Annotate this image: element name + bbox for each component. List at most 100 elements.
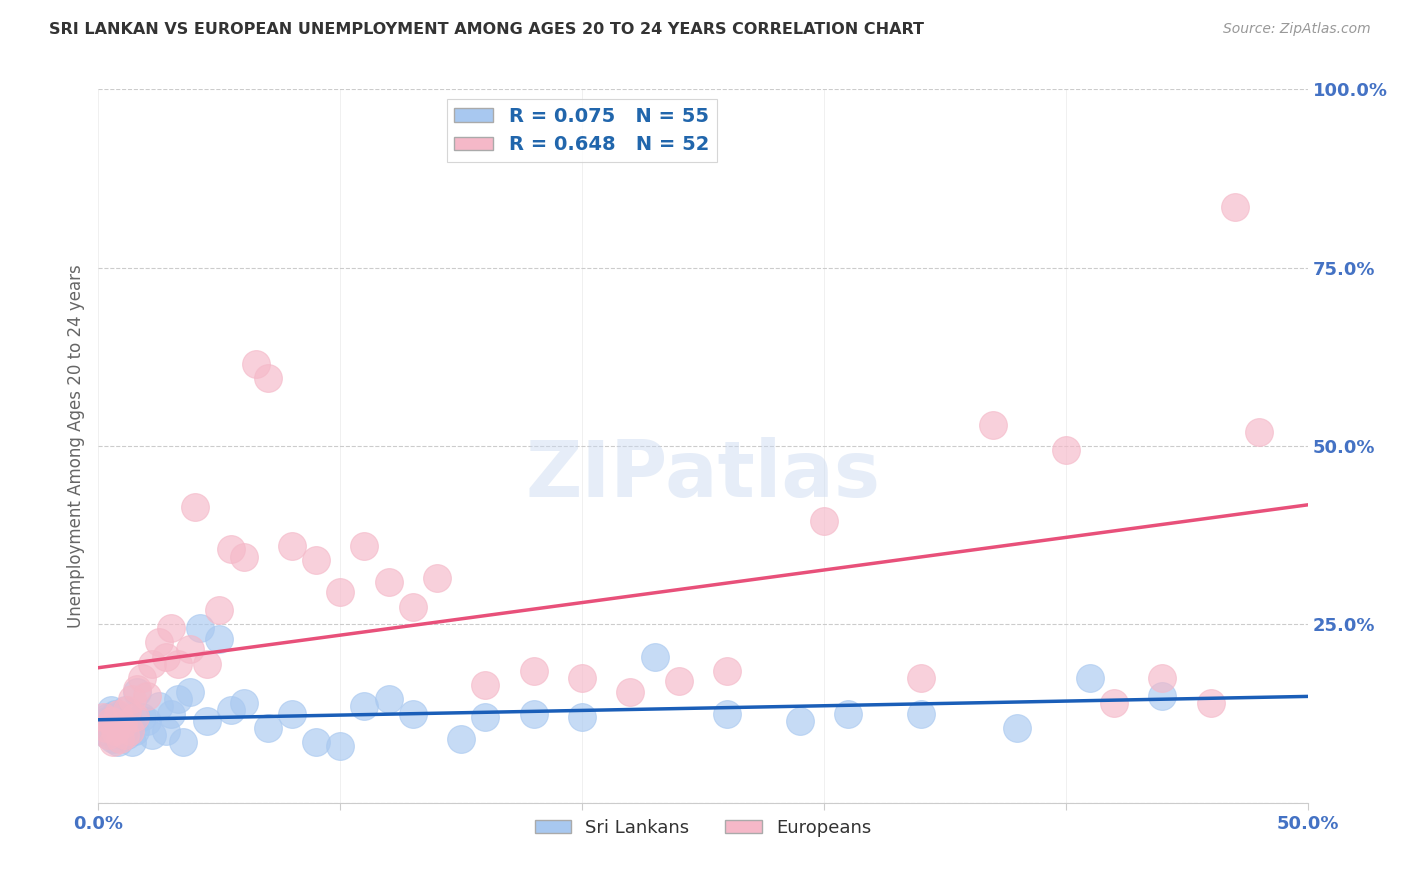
Point	[910, 671, 932, 685]
Point	[167, 657, 190, 671]
Point	[188, 621, 211, 635]
Point	[111, 724, 134, 739]
Point	[353, 539, 375, 553]
Point	[104, 706, 127, 721]
Point	[135, 689, 157, 703]
Point	[910, 706, 932, 721]
Point	[160, 706, 183, 721]
Point	[1054, 442, 1077, 457]
Point	[353, 699, 375, 714]
Point	[100, 714, 122, 728]
Point	[118, 717, 141, 731]
Point	[281, 539, 304, 553]
Point	[1152, 689, 1174, 703]
Point	[716, 706, 738, 721]
Point	[101, 731, 124, 746]
Point	[716, 664, 738, 678]
Point	[91, 724, 114, 739]
Y-axis label: Unemployment Among Ages 20 to 24 years: Unemployment Among Ages 20 to 24 years	[66, 264, 84, 628]
Point	[1152, 671, 1174, 685]
Point	[131, 710, 153, 724]
Point	[167, 692, 190, 706]
Point	[108, 731, 131, 746]
Point	[155, 649, 177, 664]
Point	[377, 574, 399, 589]
Point	[232, 549, 254, 564]
Point	[141, 657, 163, 671]
Point	[813, 514, 835, 528]
Point	[426, 571, 449, 585]
Point	[114, 703, 136, 717]
Point	[377, 692, 399, 706]
Point	[208, 603, 231, 617]
Point	[108, 710, 131, 724]
Point	[111, 714, 134, 728]
Point	[789, 714, 811, 728]
Point	[619, 685, 641, 699]
Point	[523, 706, 546, 721]
Point	[184, 500, 207, 514]
Legend: Sri Lankans, Europeans: Sri Lankans, Europeans	[527, 812, 879, 844]
Point	[195, 714, 218, 728]
Point	[195, 657, 218, 671]
Point	[474, 678, 496, 692]
Point	[148, 699, 170, 714]
Point	[101, 735, 124, 749]
Point	[571, 671, 593, 685]
Point	[837, 706, 859, 721]
Point	[97, 728, 120, 742]
Point	[1249, 425, 1271, 439]
Text: Source: ZipAtlas.com: Source: ZipAtlas.com	[1223, 22, 1371, 37]
Point	[121, 735, 143, 749]
Point	[97, 728, 120, 742]
Point	[305, 553, 328, 567]
Text: SRI LANKAN VS EUROPEAN UNEMPLOYMENT AMONG AGES 20 TO 24 YEARS CORRELATION CHART: SRI LANKAN VS EUROPEAN UNEMPLOYMENT AMON…	[49, 22, 924, 37]
Point	[1078, 671, 1101, 685]
Point	[1223, 200, 1246, 214]
Point	[256, 721, 278, 735]
Point	[97, 710, 120, 724]
Point	[135, 714, 157, 728]
Point	[571, 710, 593, 724]
Point	[668, 674, 690, 689]
Point	[281, 706, 304, 721]
Point	[141, 728, 163, 742]
Point	[981, 417, 1004, 432]
Point	[117, 703, 139, 717]
Point	[1199, 696, 1222, 710]
Point	[179, 685, 201, 699]
Point	[1007, 721, 1029, 735]
Point	[107, 735, 129, 749]
Point	[131, 671, 153, 685]
Point	[329, 739, 352, 753]
Point	[221, 542, 243, 557]
Point	[148, 635, 170, 649]
Point	[232, 696, 254, 710]
Point	[402, 599, 425, 614]
Point	[107, 706, 129, 721]
Point	[1102, 696, 1125, 710]
Point	[94, 714, 117, 728]
Point	[107, 717, 129, 731]
Point	[208, 632, 231, 646]
Point	[450, 731, 472, 746]
Point	[127, 685, 149, 699]
Point	[118, 724, 141, 739]
Point	[179, 642, 201, 657]
Point	[100, 721, 122, 735]
Point	[111, 717, 134, 731]
Point	[114, 728, 136, 742]
Point	[644, 649, 666, 664]
Point	[124, 710, 146, 724]
Point	[94, 721, 117, 735]
Point	[155, 724, 177, 739]
Point	[245, 357, 267, 371]
Point	[91, 710, 114, 724]
Point	[101, 714, 124, 728]
Point	[104, 724, 127, 739]
Text: ZIPatlas: ZIPatlas	[526, 436, 880, 513]
Point	[221, 703, 243, 717]
Point	[108, 728, 131, 742]
Point	[121, 692, 143, 706]
Point	[523, 664, 546, 678]
